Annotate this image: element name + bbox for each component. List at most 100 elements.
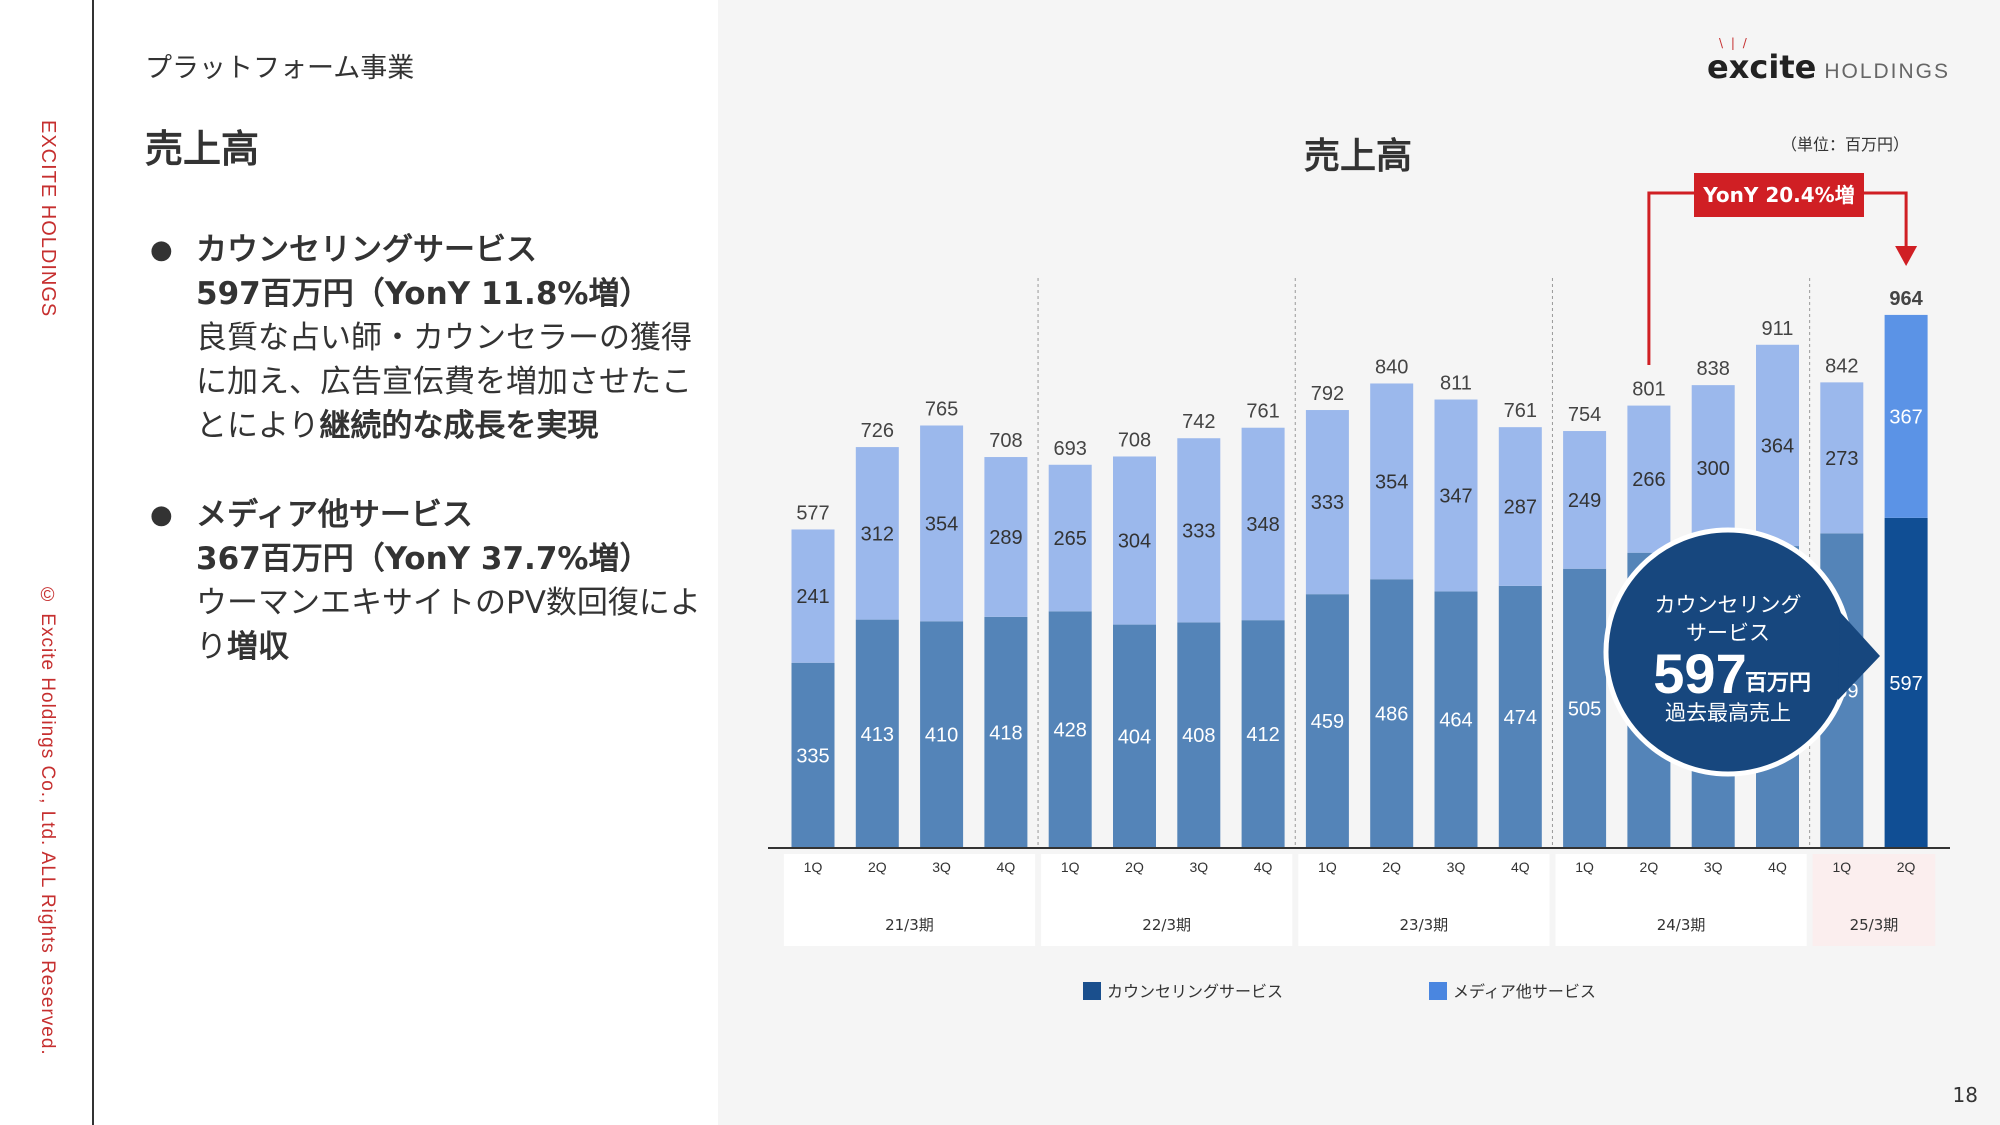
value-label-media: 347: [1439, 485, 1472, 507]
value-label-media: 312: [861, 523, 894, 545]
page-number: 18: [1952, 1083, 1978, 1107]
bullet-desc: 良質な占い師・カウンセラーの獲得に加え、広告宣伝費を増加させたことにより継続的な…: [196, 316, 710, 448]
value-label-counseling: 404: [1118, 726, 1151, 748]
bar-counseling: [1241, 620, 1285, 848]
callout-note: 過去最高売上: [1665, 701, 1791, 725]
bar-counseling: [1563, 568, 1607, 848]
quarter-label: 1Q: [804, 859, 823, 875]
callout-unit: 百万円: [1745, 671, 1811, 696]
brand-vertical: EXCITE HOLDINGS: [37, 120, 59, 318]
bar-media: [855, 447, 899, 620]
value-label-counseling: 474: [1504, 707, 1537, 729]
bar-counseling: [1177, 622, 1221, 848]
quarter-label: 2Q: [1640, 859, 1659, 875]
quarter-label: 4Q: [1768, 859, 1787, 875]
bar-counseling: [791, 662, 835, 848]
logo-word: excite: [1707, 48, 1817, 86]
value-label-counseling: 412: [1246, 724, 1279, 746]
value-label-total: 842: [1825, 355, 1858, 377]
bullet-media: ● メディア他サービス 367百万円（YonY 37.7%増） ウーマンエキサイ…: [150, 493, 710, 669]
copyright-vertical: © Excite Holdings Co., Ltd. ALL Rights R…: [37, 585, 58, 1056]
bar-media: [1820, 382, 1864, 534]
period-box: [783, 854, 1036, 946]
legend-label-counseling: カウンセリングサービス: [1107, 982, 1283, 1001]
value-label-total: 838: [1697, 358, 1730, 380]
quarter-label: 1Q: [1832, 859, 1851, 875]
bar-media: [1241, 427, 1285, 621]
bar-media: [1563, 431, 1607, 569]
value-label-media: 241: [796, 586, 829, 608]
bar-counseling: [1370, 579, 1414, 848]
page-heading: 売上高: [145, 127, 260, 171]
annotation-bracket-left: [1647, 191, 1694, 366]
period-box: [1555, 854, 1807, 946]
logo-rays-icon: \ | /: [1719, 36, 1749, 50]
excite-logo: \ | / excite HOLDINGS: [1707, 36, 1950, 86]
value-label-counseling: 428: [1054, 720, 1087, 742]
bullet-dot: ●: [150, 235, 173, 265]
bar-counseling: [1434, 591, 1478, 848]
value-label-media: 354: [925, 513, 958, 535]
quarter-label: 3Q: [1189, 859, 1208, 875]
annotation-arrow-icon: [1895, 246, 1918, 266]
left-rail: EXCITE HOLDINGS © Excite Holdings Co., L…: [0, 0, 94, 1125]
value-label-media: 304: [1118, 531, 1151, 553]
value-label-total: 964: [1889, 288, 1923, 310]
value-label-total: 693: [1054, 438, 1087, 460]
callout-pointer-icon: [1838, 612, 1880, 700]
bar-media: [1048, 464, 1092, 612]
value-label-total: 840: [1375, 356, 1408, 378]
bullet-desc-text: 良質な占い師・カウンセラーの獲得に加え、広告宣伝費を増加させたことにより: [196, 320, 692, 444]
value-label-counseling: 413: [861, 724, 894, 746]
bullet-counseling: ● カウンセリングサービス 597百万円（YonY 11.8%増） 良質な占い師…: [150, 228, 710, 448]
quarter-label: 2Q: [1897, 859, 1916, 875]
quarter-label: 1Q: [1318, 859, 1337, 875]
value-label-media: 289: [989, 527, 1022, 549]
value-label-total: 742: [1182, 411, 1215, 433]
value-label-counseling: 505: [1568, 698, 1601, 720]
bullet-desc: ウーマンエキサイトのPV数回復により増収: [196, 581, 710, 669]
value-label-total: 761: [1504, 400, 1537, 422]
period-box: [1812, 854, 1936, 946]
value-label-total: 708: [1118, 429, 1151, 451]
annotation-box: [1694, 173, 1864, 217]
quarter-label: 2Q: [868, 859, 887, 875]
quarter-label: 1Q: [1575, 859, 1594, 875]
bar-counseling: [1498, 585, 1542, 848]
annotation-label: YonY 20.4%増: [1702, 183, 1854, 207]
value-label-total: 754: [1568, 404, 1601, 426]
value-label-media: 266: [1632, 469, 1665, 491]
section-title: プラットフォーム事業: [145, 53, 415, 84]
value-label-total: 765: [925, 399, 958, 421]
bullet-title: メディア他サービス: [196, 497, 473, 533]
quarter-label: 2Q: [1382, 859, 1401, 875]
annotation-bracket-right: [1864, 191, 1908, 250]
bar-media: [791, 529, 835, 663]
bar-media: [1498, 427, 1542, 586]
value-label-total: 577: [796, 502, 829, 524]
bar-counseling: [1884, 517, 1928, 848]
bar-media: [1113, 456, 1156, 625]
chart-title: 売上高: [1304, 136, 1412, 177]
logo-suffix: HOLDINGS: [1824, 60, 1950, 83]
bullet-desc-highlight: 増収: [227, 629, 289, 665]
quarter-label: 3Q: [1704, 859, 1723, 875]
value-label-counseling: 408: [1182, 725, 1215, 747]
bar-media: [1305, 410, 1349, 595]
quarter-label: 2Q: [1125, 859, 1144, 875]
bar-media: [1884, 314, 1928, 518]
value-label-media: 333: [1182, 520, 1215, 542]
bar-counseling: [1048, 611, 1092, 848]
callout-line1: カウンセリング: [1655, 593, 1802, 617]
value-label-media: 287: [1504, 497, 1537, 519]
value-label-media: 348: [1246, 514, 1279, 536]
value-label-total: 792: [1311, 383, 1344, 405]
bar-counseling: [920, 621, 964, 848]
period-label: 21/3期: [885, 916, 934, 934]
legend-swatch-media: [1429, 982, 1447, 1000]
value-label-total: 726: [861, 420, 894, 442]
value-label-counseling: 335: [796, 745, 829, 767]
value-label-media: 265: [1054, 528, 1087, 550]
value-label-media: 367: [1889, 406, 1922, 428]
